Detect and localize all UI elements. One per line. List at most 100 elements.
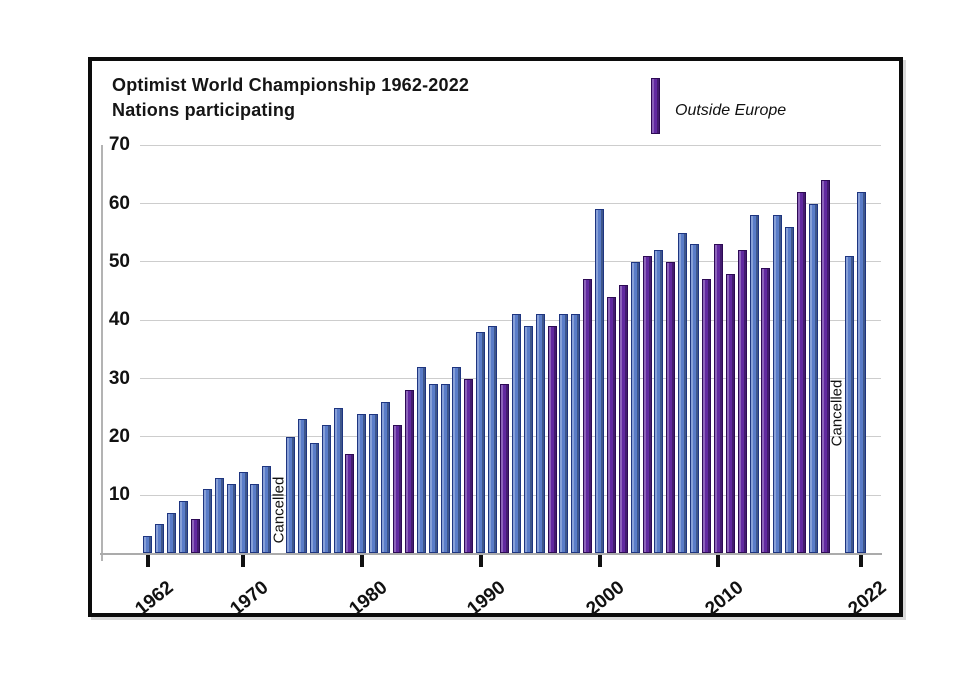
y-axis-label-40: 40: [108, 309, 130, 331]
bar-2017: [797, 191, 807, 554]
bar-1968: [214, 477, 224, 554]
y-axis-label-30: 30: [108, 367, 130, 389]
y-axis-label-60: 60: [108, 192, 130, 214]
x-tick-2000: [597, 555, 602, 567]
y-axis-label-20: 20: [108, 425, 130, 447]
gridline-50: [140, 261, 881, 263]
chart-title-line1: Optimist World Championship 1962-2022: [112, 75, 470, 95]
bar-2019: [820, 180, 830, 554]
bar-2012: [737, 250, 747, 554]
bar-1994: [523, 326, 533, 554]
legend-swatch-outside-europe: [651, 78, 660, 134]
bar-1969: [226, 483, 236, 554]
gridline-20: [140, 436, 881, 438]
bar-1995: [535, 314, 545, 554]
bar-1998: [571, 314, 581, 554]
x-tick-1990: [478, 555, 483, 567]
x-axis-label-1990: 1990: [463, 577, 510, 620]
x-axis-line: [100, 553, 882, 555]
bar-2009: [702, 279, 712, 554]
y-axis-label-70: 70: [108, 134, 130, 156]
plot-area: 10 20 30 40 50 60 70 Cancelled Cancelled 1962 1970…: [92, 61, 899, 620]
x-axis-label-2010: 2010: [701, 577, 748, 620]
bar-1976: [309, 442, 319, 554]
bar-1982: [381, 401, 391, 554]
x-tick-2022: [859, 555, 864, 567]
cancelled-label-2020: Cancelled: [828, 379, 846, 447]
gridline-30: [140, 378, 881, 379]
chart-frame: Optimist World Championship 1962-2022 Na…: [88, 57, 903, 620]
bar-1967: [202, 489, 212, 554]
bar-2000: [595, 209, 605, 554]
bar-1990: [476, 331, 486, 554]
chart-title-line2: Nations participating: [112, 100, 296, 120]
bar-1983: [393, 425, 403, 554]
bar-1985: [416, 366, 426, 554]
y-axis-label-50: 50: [108, 250, 130, 272]
x-axis-label-2022: 2022: [844, 577, 891, 620]
bar-2002: [618, 285, 628, 554]
bar-1977: [321, 425, 331, 554]
bar-2018: [809, 203, 818, 554]
bar-2007: [678, 232, 688, 554]
bar-2014: [761, 267, 771, 554]
bar-2015: [773, 215, 783, 554]
bar-1999: [583, 279, 593, 554]
bar-2011: [725, 273, 735, 554]
bar-1965: [179, 501, 189, 554]
bar-1971: [250, 483, 260, 554]
legend-label: Outside Europe: [675, 102, 787, 119]
bar-2016: [785, 226, 795, 554]
bar-1966: [190, 518, 200, 554]
bar-1984: [404, 390, 414, 554]
bar-1996: [547, 326, 557, 554]
bar-1970: [238, 471, 248, 554]
bar-1974: [286, 436, 296, 554]
bar-2022: [856, 191, 866, 554]
chart-title: Optimist World Championship 1962-2022 Na…: [112, 73, 469, 123]
bar-1964: [167, 512, 177, 554]
bar-2008: [690, 244, 700, 554]
x-axis-label-1980: 1980: [345, 577, 392, 620]
x-tick-1962: [145, 555, 150, 567]
x-tick-2010: [716, 555, 721, 567]
gridline-60: [140, 203, 881, 204]
bar-1997: [559, 314, 569, 554]
bar-2021: [844, 256, 854, 554]
cancelled-label-1973: Cancelled: [270, 476, 288, 544]
bar-1991: [488, 326, 498, 554]
bar-2003: [630, 261, 640, 554]
bar-1993: [511, 314, 521, 554]
x-axis-label-2000: 2000: [582, 577, 629, 620]
legend: Outside Europe: [651, 78, 891, 138]
bar-1979: [345, 454, 355, 554]
bar-1981: [369, 413, 379, 554]
bar-1975: [297, 419, 307, 554]
bar-2005: [654, 250, 664, 554]
bar-1963: [155, 524, 165, 554]
bar-1978: [333, 407, 343, 554]
y-axis-label-10: 10: [108, 484, 130, 506]
bar-1980: [357, 413, 367, 554]
gridline-70: [140, 144, 881, 146]
x-axis-label-1962: 1962: [131, 577, 178, 620]
x-axis-label-1970: 1970: [226, 577, 273, 620]
bar-2010: [713, 244, 723, 554]
bar-1989: [464, 378, 474, 554]
x-tick-1980: [359, 555, 364, 567]
bar-1988: [452, 366, 462, 554]
bar-2013: [749, 215, 759, 554]
bar-1987: [440, 384, 450, 554]
y-axis-line: [101, 145, 103, 561]
gridline-10: [140, 494, 881, 496]
x-tick-1970: [241, 555, 246, 567]
bar-1992: [499, 384, 509, 554]
bar-1962: [143, 536, 153, 554]
bar-1986: [428, 384, 438, 554]
gridline-40: [140, 319, 881, 321]
bar-2006: [666, 261, 676, 554]
bar-2004: [642, 256, 652, 554]
bar-1972: [262, 466, 272, 554]
bar-2001: [606, 296, 616, 554]
